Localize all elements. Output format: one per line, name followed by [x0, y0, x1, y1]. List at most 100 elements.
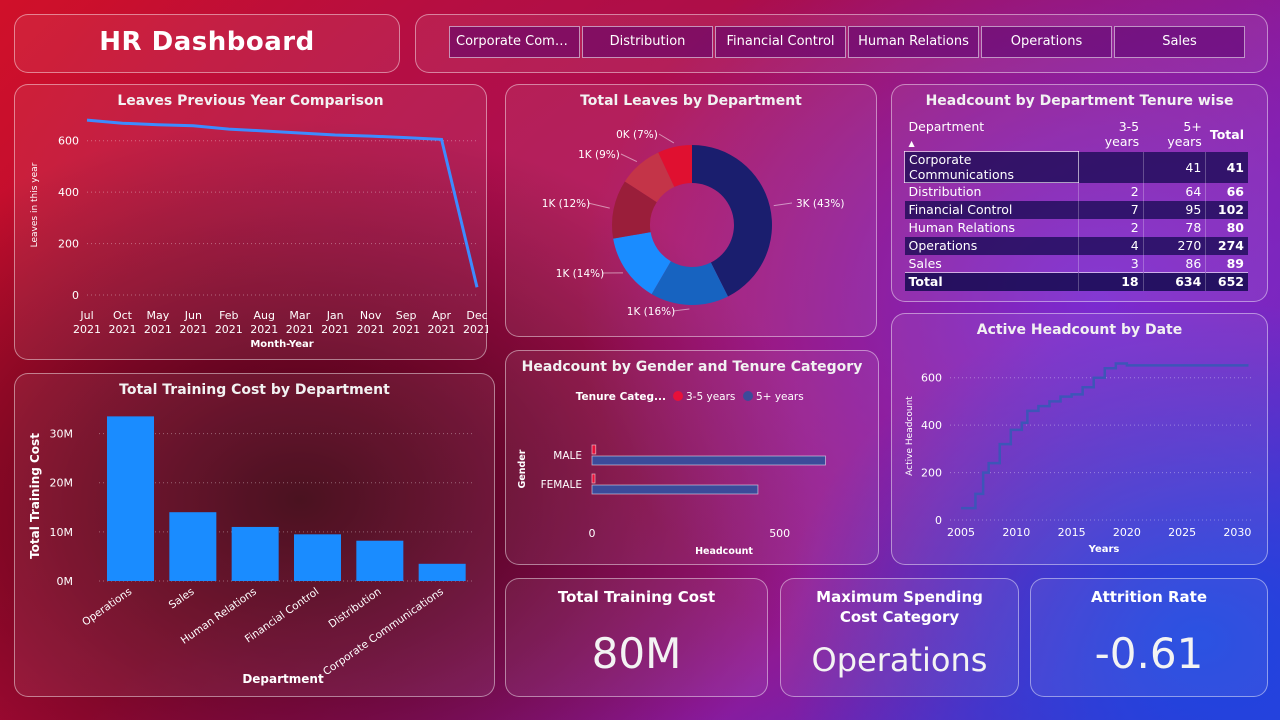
y-tick-label: 600: [58, 135, 79, 148]
donut-slice[interactable]: [613, 232, 671, 295]
x-tick-label: 2021: [73, 323, 101, 336]
kpi-label: Attrition Rate: [1090, 588, 1208, 606]
kpi-value: Operations: [811, 641, 988, 679]
table-row[interactable]: Human Relations 2 78 80: [905, 218, 1248, 237]
slicer-item-sales[interactable]: Sales: [1114, 26, 1245, 58]
x-tick-label: 500: [769, 527, 790, 540]
bar[interactable]: [591, 484, 759, 495]
kpi-label: Total Training Cost: [557, 588, 716, 606]
slicer-item-distribution[interactable]: Distribution: [582, 26, 713, 58]
leaves-comparison-title: Leaves Previous Year Comparison: [117, 93, 384, 109]
table-total-row: Total 18 634 652: [904, 272, 1248, 291]
table-row[interactable]: Financial Control 7 95 102: [904, 200, 1248, 219]
series-line: [86, 118, 479, 288]
x-tick-label: 2021: [108, 323, 136, 336]
kpi-attrition-rate: Attrition Rate -0.61: [1030, 578, 1268, 697]
y-tick-label: 200: [58, 238, 79, 251]
x-tick-label: Feb: [219, 309, 238, 322]
donut-slice[interactable]: [624, 152, 675, 203]
x-tick-label: 2021: [463, 323, 488, 336]
donut-slice[interactable]: [651, 261, 728, 305]
x-tick-label: Operations: [80, 586, 134, 629]
column-header-3-5-years[interactable]: 3-5 years: [1104, 119, 1140, 150]
column-header-total[interactable]: Total: [1209, 126, 1244, 142]
gender-tenure-title: Headcount by Gender and Tenure Category: [521, 359, 863, 375]
x-axis-label: Department: [242, 672, 324, 686]
x-tick-label: Nov: [360, 309, 382, 322]
table-row[interactable]: Sales 3 86 89: [905, 254, 1248, 273]
x-tick-label: Jul: [79, 309, 93, 322]
legend-marker: [743, 391, 753, 401]
slicer-item-corporate-communications[interactable]: Corporate Comm...: [449, 26, 580, 58]
x-tick-label: 2021: [428, 323, 456, 336]
y-axis-label: Leaves in this year: [30, 162, 40, 247]
slice-label: 1K (16%): [627, 306, 675, 318]
bar[interactable]: [591, 444, 597, 455]
gender-tenure-card: Headcount by Gender and Tenure Category …: [505, 350, 879, 565]
bar[interactable]: [107, 416, 154, 581]
y-tick-label: 10M: [50, 526, 74, 539]
sort-ascending-icon: ▲: [908, 139, 915, 148]
leaves-by-department-card: Total Leaves by Department 3K (43%) 1K (1…: [505, 84, 877, 337]
bar[interactable]: [356, 540, 404, 581]
x-tick-label: Jan: [326, 309, 344, 322]
leaves-comparison-chart[interactable]: 0200400600Jul2021Oct2021May2021Jun2021Fe…: [15, 85, 488, 361]
x-tick-label: Mar: [289, 309, 310, 322]
x-tick-label: 0: [589, 527, 596, 540]
x-tick-label: Apr: [432, 309, 452, 322]
department-slicer: Corporate Comm... Distribution Financial…: [415, 14, 1268, 73]
active-headcount-title: Active Headcount by Date: [976, 322, 1183, 338]
x-tick-label: 2021: [321, 323, 349, 336]
x-tick-label: Jun: [184, 309, 202, 322]
y-tick-label: 400: [921, 419, 942, 432]
x-tick-label: Oct: [113, 309, 133, 322]
leaves-by-department-donut[interactable]: 3K (43%) 1K (16%) 1K (14%) 1K (12%) 1K (9%) 0…: [506, 85, 878, 338]
donut-slice[interactable]: [612, 181, 657, 239]
training-cost-title: Total Training Cost by Department: [119, 382, 390, 398]
training-cost-card: Total Training Cost by Department 0M 10M 2…: [14, 373, 495, 697]
y-tick-label: 600: [921, 372, 942, 385]
x-tick-label: 2010: [1002, 526, 1030, 539]
bar[interactable]: [294, 534, 341, 581]
kpi-value: -0.61: [1094, 629, 1204, 678]
kpi-label: Maximum Spending Cost Category: [816, 588, 983, 626]
header-card: HR Dashboard: [14, 14, 400, 73]
x-tick-label: 2021: [215, 323, 243, 336]
table-row[interactable]: Operations 4 270 274: [904, 236, 1248, 255]
slicer-item-operations[interactable]: Operations: [981, 26, 1112, 58]
x-tick-label: 2005: [947, 526, 975, 539]
leaves-by-department-title: Total Leaves by Department: [580, 93, 802, 109]
y-tick-label: 20M: [50, 477, 74, 490]
slice-label: 3K (43%): [796, 198, 844, 210]
gender-tenure-chart[interactable]: Tenure Categ... 3-5 years 5+ years MALE FEMA…: [506, 351, 880, 566]
column-header-5plus-years[interactable]: 5+ years: [1167, 119, 1202, 150]
legend-label[interactable]: 3-5 years: [686, 391, 735, 403]
leader-line: [672, 308, 690, 312]
slicer-item-human-relations[interactable]: Human Relations: [848, 26, 979, 58]
x-tick-label: Aug: [254, 309, 275, 322]
x-tick-label: Dec: [466, 309, 487, 322]
y-tick-label: 30M: [50, 428, 74, 441]
kpi-total-training-cost: Total Training Cost 80M: [505, 578, 768, 697]
column-header-department[interactable]: Department ▲: [908, 119, 985, 148]
headcount-tenure-title: Headcount by Department Tenure wise: [925, 93, 1234, 109]
active-headcount-card: Active Headcount by Date 0 200 400 600 2005 2…: [891, 313, 1268, 565]
bar[interactable]: [231, 526, 279, 581]
slice-label: 1K (12%): [542, 198, 590, 210]
bar[interactable]: [418, 563, 466, 581]
table-row[interactable]: Distribution 2 64 66: [905, 182, 1248, 201]
y-tick-label: 200: [921, 467, 942, 480]
slicer-item-financial-control[interactable]: Financial Control: [715, 26, 846, 58]
y-tick-label: FEMALE: [541, 479, 582, 491]
legend-label[interactable]: 5+ years: [756, 391, 804, 403]
leader-line: [587, 202, 610, 209]
donut-slice[interactable]: [658, 145, 692, 187]
donut-slice[interactable]: [692, 145, 772, 297]
bar[interactable]: [591, 473, 596, 484]
x-axis-label: Month-Year: [250, 339, 313, 350]
bar[interactable]: [591, 455, 826, 466]
table-row[interactable]: Corporate Communications 41 41: [903, 151, 1248, 183]
bar[interactable]: [169, 512, 217, 581]
